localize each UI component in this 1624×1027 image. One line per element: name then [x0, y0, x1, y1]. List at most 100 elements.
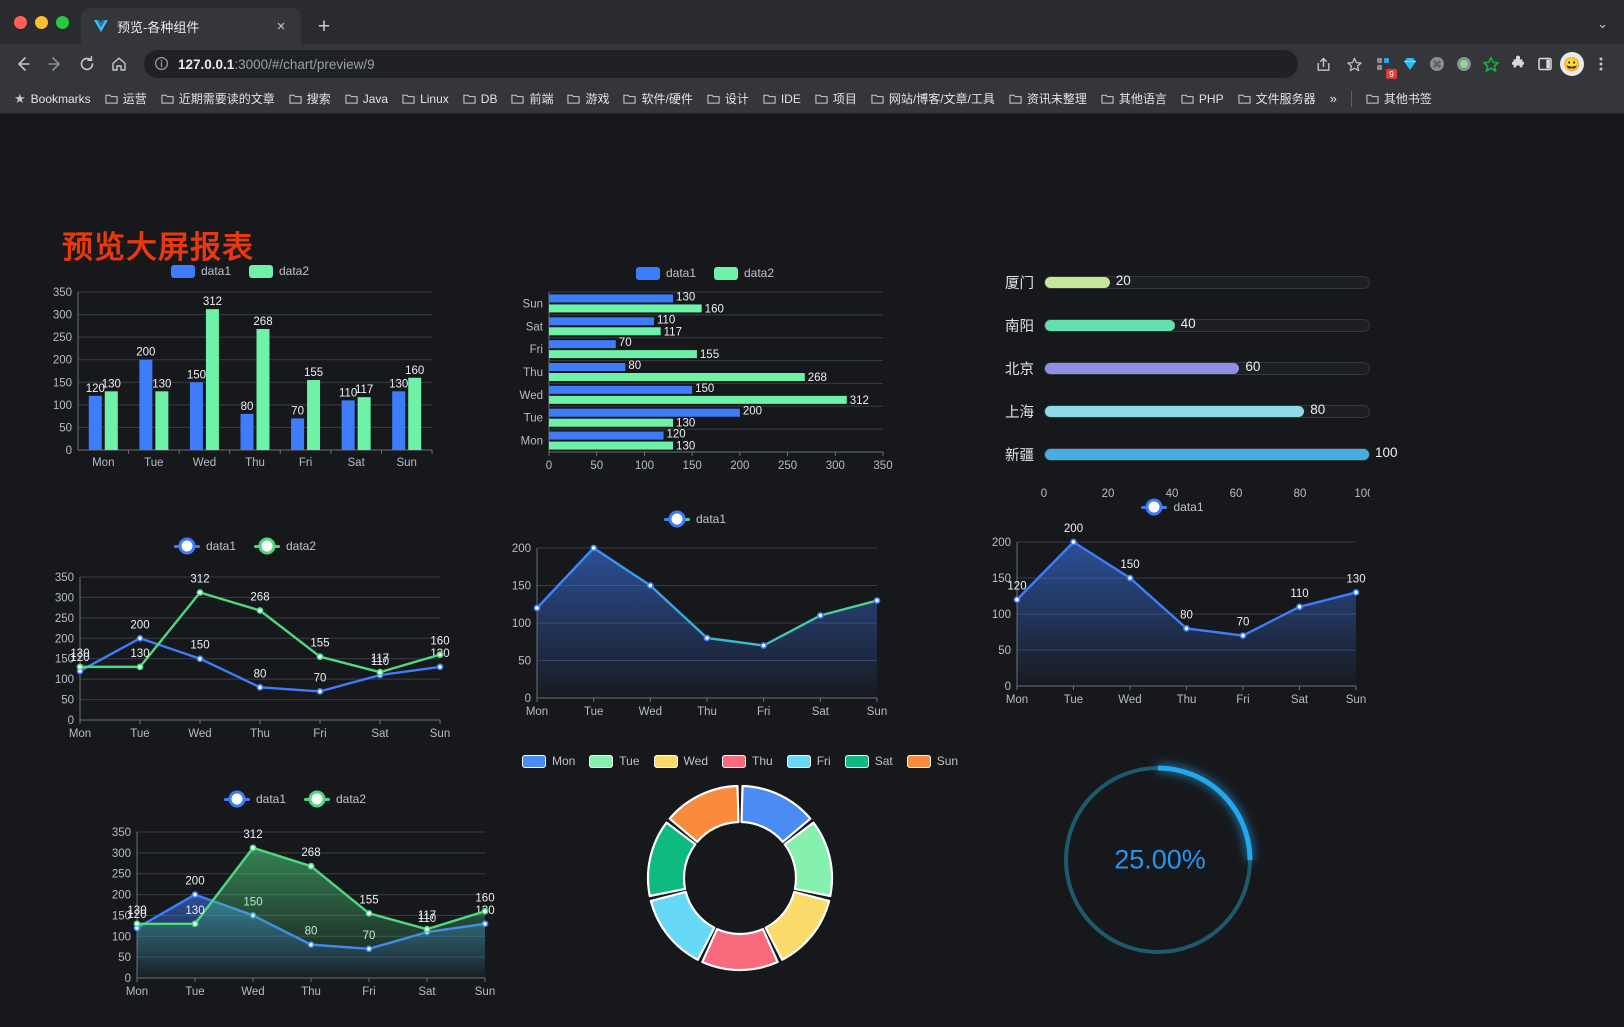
progress-row[interactable]: 上海 80: [990, 401, 1370, 422]
legend-item-data2[interactable]: data2: [254, 539, 316, 553]
bookmark-folder[interactable]: Linux: [396, 89, 455, 109]
close-window-button[interactable]: [14, 15, 27, 29]
svg-text:250: 250: [53, 332, 72, 344]
legend-item-sat[interactable]: Sat: [844, 754, 893, 768]
progress-value: 40: [1180, 316, 1196, 331]
legend-item-mon[interactable]: Mon: [521, 754, 575, 768]
reload-button[interactable]: [72, 49, 102, 79]
legend-item-data1[interactable]: data1: [635, 266, 696, 280]
star-outline-green-icon[interactable]: [1478, 51, 1504, 77]
bookmark-folder[interactable]: 文件服务器: [1232, 87, 1322, 110]
area-two-series-plot: 0 50 100 150 200 250 300 350 Mon Tue Wed Thu Fri Sat S…: [112, 827, 495, 998]
bookmark-folder[interactable]: 运营: [99, 87, 153, 110]
gauge-ring: [1064, 765, 1253, 954]
side-panel-icon[interactable]: [1532, 51, 1558, 77]
new-tab-button[interactable]: +: [317, 14, 331, 38]
legend-item-data1[interactable]: data1: [663, 512, 726, 526]
address-bar[interactable]: 127.0.0.1:3000/#/chart/preview/9: [144, 50, 1298, 78]
bookmark-folder[interactable]: PHP: [1175, 89, 1230, 109]
window-controls[interactable]: [12, 0, 81, 44]
browser-tab[interactable]: 预览-各种组件 ×: [81, 8, 301, 44]
other-bookmarks-folder[interactable]: 其他书签: [1360, 87, 1438, 110]
legend-item-data1[interactable]: data1: [173, 539, 236, 553]
legend-item-data1[interactable]: data1: [1141, 500, 1204, 514]
forward-button[interactable]: [40, 49, 70, 79]
bookmark-folder[interactable]: Java: [339, 89, 394, 109]
minimize-window-button[interactable]: [35, 15, 48, 29]
avatar[interactable]: 😀: [1559, 51, 1585, 77]
svg-text:Sat: Sat: [348, 457, 366, 469]
chart-gauge[interactable]: 25.00%: [1055, 752, 1265, 967]
diamond-icon[interactable]: [1397, 51, 1423, 77]
bookmark-folder[interactable]: 项目: [809, 87, 863, 110]
bookmark-folder[interactable]: 游戏: [561, 87, 615, 110]
back-button[interactable]: [8, 49, 38, 79]
progress-row[interactable]: 南阳 40: [990, 315, 1370, 336]
kebab-menu-icon[interactable]: [1586, 49, 1616, 79]
puzzle-icon[interactable]: [1505, 51, 1531, 77]
bookmark-label: Linux: [420, 91, 449, 106]
progress-row[interactable]: 厦门 20: [990, 272, 1370, 293]
bookmark-folder[interactable]: 软件/硬件: [617, 87, 698, 110]
close-tab-button[interactable]: ×: [276, 17, 286, 35]
bookmark-folder[interactable]: 搜索: [283, 87, 337, 110]
svg-text:155: 155: [359, 894, 378, 906]
legend-item-data1[interactable]: data1: [170, 264, 231, 278]
legend-item-tue[interactable]: Tue: [589, 754, 640, 768]
svg-text:130: 130: [389, 378, 408, 390]
legend-item-thu[interactable]: Thu: [722, 754, 773, 768]
legend-item-fri[interactable]: Fri: [786, 754, 831, 768]
folder-icon: [1181, 92, 1194, 105]
tab-strip: 预览-各种组件 × + ⌄: [0, 0, 1624, 44]
bookmark-folder[interactable]: 近期需要读的文章: [155, 87, 281, 110]
legend-item-data2[interactable]: data2: [304, 792, 366, 806]
chart-bar-vertical[interactable]: data1 data2 0 50 100 150 200 250 300 350 Mon 120 1…: [40, 264, 440, 484]
chart-area-two-series[interactable]: data1 data2 0 50 100 150 200 250 300 350 Mon Tue W…: [95, 792, 495, 1007]
star-icon[interactable]: [1339, 49, 1369, 79]
bookmarks-overflow-button[interactable]: »: [1329, 91, 1337, 106]
donut-plot: [646, 784, 834, 972]
chart-bar-horizontal[interactable]: data1 data2 0 50 100 150 200 250 300 350 Mon 120 1…: [505, 266, 905, 486]
svg-text:Sat: Sat: [1291, 694, 1309, 706]
circle-green-icon[interactable]: [1451, 51, 1477, 77]
command-icon[interactable]: ⌘: [1424, 51, 1450, 77]
bookmarks-manager-button[interactable]: ★ Bookmarks: [8, 88, 97, 110]
progress-row[interactable]: 北京 60: [990, 358, 1370, 379]
legend-item-data1[interactable]: data1: [223, 792, 286, 806]
legend-swatch-icon: [249, 264, 273, 278]
legend-label: data1: [665, 266, 696, 280]
folder-icon: [871, 92, 884, 105]
progress-track: 20: [1044, 273, 1370, 289]
bookmark-folder[interactable]: 前端: [505, 87, 559, 110]
svg-text:155: 155: [304, 367, 323, 379]
bookmark-folder[interactable]: DB: [457, 89, 504, 109]
legend-item-wed[interactable]: Wed: [653, 754, 708, 768]
bookmark-folder[interactable]: 网站/博客/文章/工具: [865, 87, 1001, 110]
svg-text:Tue: Tue: [144, 457, 163, 469]
bookmark-label: Java: [362, 91, 389, 106]
chart-area-single[interactable]: data1 0 50 100 150 200 Mon Tue Wed Thu Fri Sat Sun 1…: [975, 500, 1370, 715]
maximize-window-button[interactable]: [56, 15, 69, 29]
extensions-grid-icon[interactable]: 9: [1370, 51, 1397, 79]
profile-avatar-emoji: 😀: [1560, 52, 1584, 76]
svg-text:Fri: Fri: [757, 706, 770, 718]
chevron-down-icon[interactable]: ⌄: [1597, 16, 1608, 31]
progress-row[interactable]: 新疆 100: [990, 444, 1398, 465]
legend-item-data2[interactable]: data2: [714, 266, 774, 280]
share-icon[interactable]: [1308, 49, 1338, 79]
svg-text:Fri: Fri: [313, 728, 326, 740]
legend-item-sun[interactable]: Sun: [906, 754, 958, 768]
chart-line-two-series[interactable]: data1 data2 0 50 100 150 200 250 300 350 Mon Tue W…: [40, 539, 450, 754]
svg-text:120: 120: [127, 909, 146, 921]
svg-text:250: 250: [55, 613, 74, 625]
home-button[interactable]: [104, 49, 134, 79]
chart-donut[interactable]: Mon Tue Wed Thu Fri Sat Sun: [521, 754, 958, 994]
chart-line-gradient[interactable]: data1 0 50 100 150 200 Mon Tue Wed Thu Fri Sat Sun: [495, 512, 895, 727]
chart-progress-bars[interactable]: 厦门 20 南阳 40 北京 60 上海 80 新疆 100 0 20 40 60 80 100: [990, 272, 1398, 502]
info-circle-icon[interactable]: [154, 56, 170, 72]
bookmark-folder[interactable]: IDE: [757, 89, 807, 109]
bookmark-folder[interactable]: 其他语言: [1095, 87, 1173, 110]
legend-item-data2[interactable]: data2: [249, 264, 309, 278]
bookmark-folder[interactable]: 资讯未整理: [1003, 87, 1093, 110]
bookmark-folder[interactable]: 设计: [701, 87, 755, 110]
